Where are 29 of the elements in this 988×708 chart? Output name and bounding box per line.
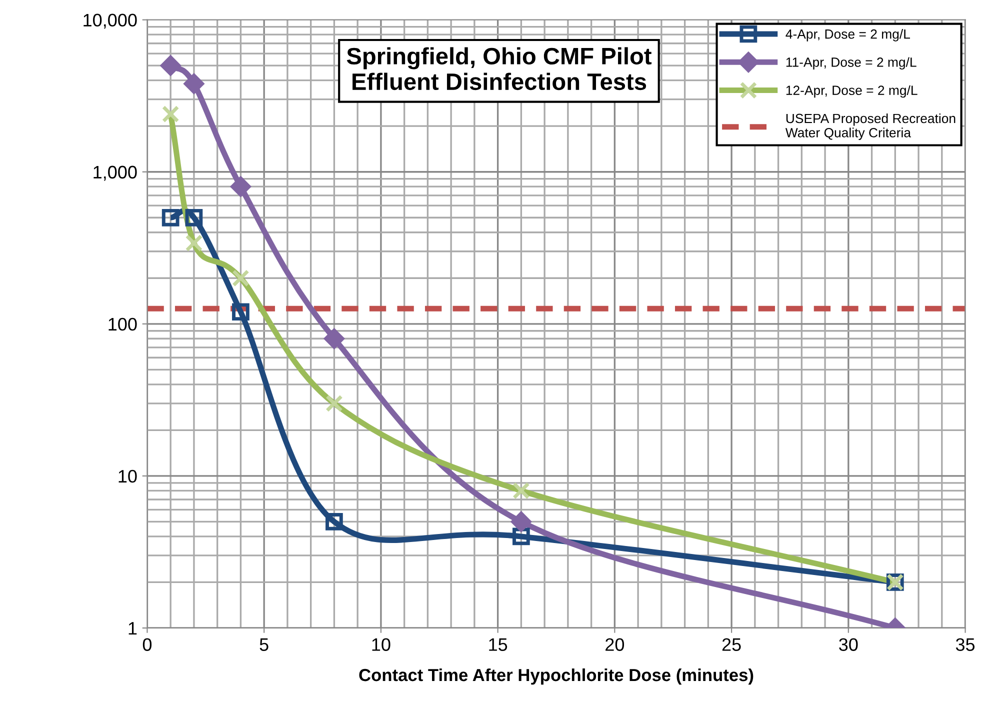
legend-label: 4-Apr, Dose = 2 mg/L	[786, 29, 910, 42]
point	[230, 176, 252, 198]
x-axis-title: Contact Time After Hypochlorite Dose (minutes)	[359, 668, 754, 685]
point	[185, 208, 203, 226]
legend-label: 12-Apr, Dose = 2 mg/L	[786, 85, 918, 98]
y-tick-label: 1,000	[94, 166, 137, 181]
point	[232, 303, 250, 321]
point	[326, 513, 343, 530]
x-tick-label: 30	[839, 638, 858, 651]
point	[512, 528, 530, 546]
x-tick-label: 20	[606, 638, 624, 651]
point	[183, 73, 204, 94]
legend-label: 11-Apr, Dose = 2 mg/L	[786, 57, 916, 70]
y-tick-label: 1	[128, 622, 137, 635]
x-tick-label: 35	[956, 638, 975, 651]
legend-label: USEPA Proposed Recreation Water Quality Criteria	[785, 113, 956, 140]
x-tick-label: 10	[372, 638, 390, 651]
y-tick-label: 10	[118, 470, 137, 483]
y-tick-label: 10,000	[84, 14, 137, 29]
x-tick-label: 25	[722, 638, 741, 651]
x-tick-label: 0	[142, 638, 152, 651]
point	[162, 208, 180, 226]
x-tick-label: 5	[260, 638, 268, 651]
y-tick-label: 100	[108, 318, 137, 331]
x-tick-label: 15	[489, 638, 508, 651]
point	[160, 55, 182, 76]
text: Springfield, Ohio CMF Pilot Effluent Disinfection Tests	[346, 47, 652, 90]
point	[324, 328, 345, 350]
point	[510, 511, 532, 532]
